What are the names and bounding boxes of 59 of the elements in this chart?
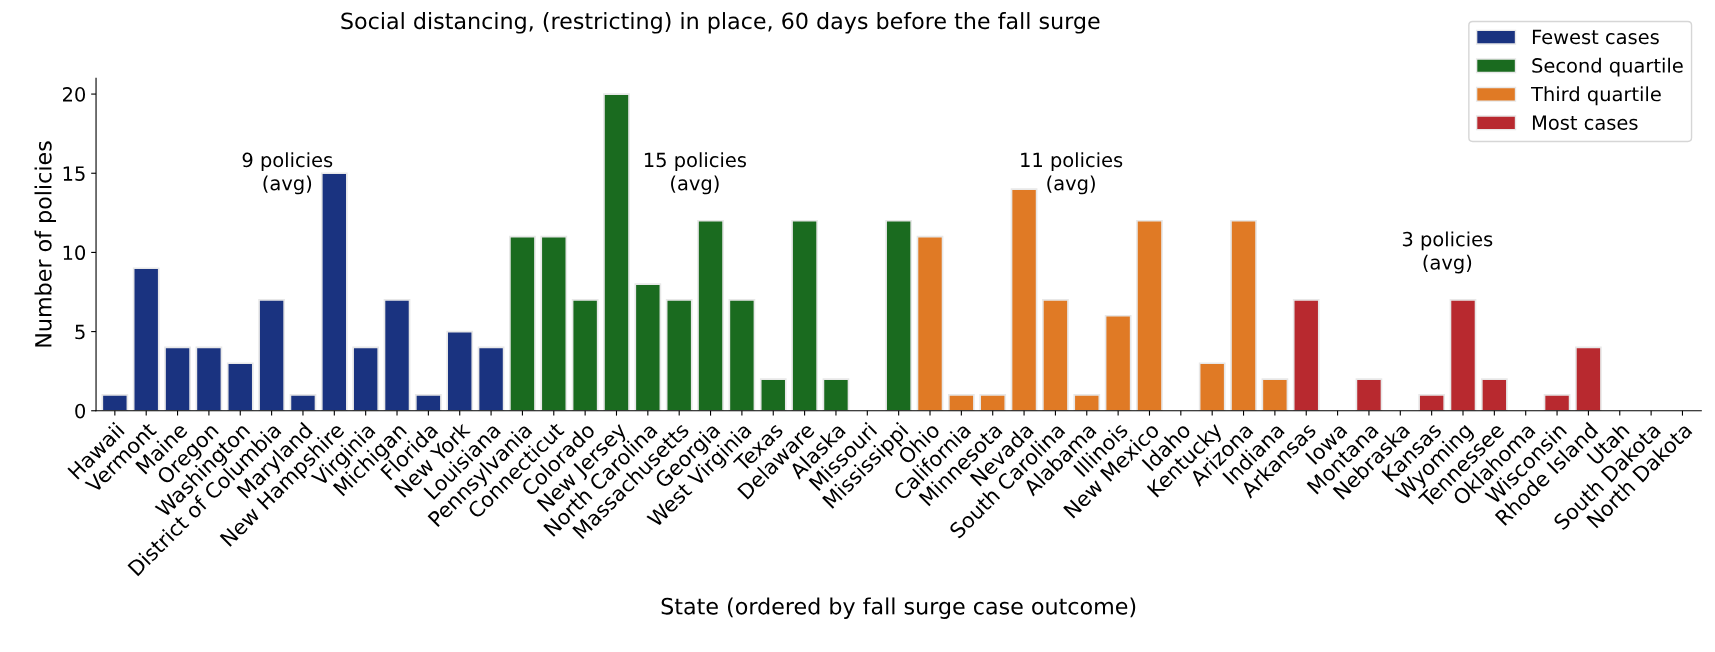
bar: [979, 394, 1007, 411]
bar: [352, 346, 380, 411]
annotation: 3 policies (avg): [1402, 231, 1493, 274]
bar: [603, 93, 630, 411]
bar: [1449, 299, 1477, 411]
bar: [1543, 394, 1571, 411]
y-tick-label: 5: [75, 324, 85, 340]
bar: [320, 172, 348, 411]
bar: [634, 283, 662, 411]
bar: [1355, 378, 1383, 411]
bar: [885, 219, 913, 411]
bar: [1480, 378, 1508, 411]
bar: [258, 299, 285, 411]
bar: [791, 219, 818, 411]
bar: [916, 235, 944, 411]
bar: [1198, 362, 1226, 411]
bar: [383, 299, 411, 411]
chart-title: Social distancing, (restricting) in place, 60 days before the fall surge: [341, 12, 1100, 34]
annotation: 11 policies (avg): [1021, 152, 1123, 195]
y-axis-title: Number of policies: [34, 141, 57, 347]
bar: [1010, 188, 1038, 411]
y-tick-label: 10: [63, 245, 86, 261]
legend-label: Most cases: [1532, 115, 1638, 130]
bar: [132, 267, 160, 411]
bar: [1292, 299, 1320, 411]
legend-label: Third quartile: [1531, 86, 1661, 106]
bar: [226, 362, 254, 411]
bar: [195, 346, 223, 411]
x-axis-title: State (ordered by fall surge case outcome): [661, 597, 1136, 619]
bar: [1230, 219, 1257, 411]
bar: [697, 219, 724, 411]
bar: [822, 378, 850, 411]
bar: [1073, 394, 1101, 411]
legend-label: Fewest cases: [1532, 29, 1659, 45]
bar: [1418, 394, 1446, 411]
bar: [1042, 299, 1069, 411]
bar: [289, 394, 317, 411]
bar: [477, 346, 505, 411]
annotation: 15 policies (avg): [644, 152, 746, 195]
bar: [1575, 346, 1602, 411]
bar: [665, 299, 693, 411]
bar: [164, 346, 191, 411]
bar: [759, 378, 787, 411]
bar: [540, 235, 568, 411]
annotation: 9 policies (avg): [242, 152, 333, 195]
bar: [947, 394, 975, 411]
bar: [509, 235, 536, 411]
bar: [728, 299, 756, 411]
y-tick-label: 20: [63, 87, 86, 102]
bar: [1104, 314, 1132, 411]
bar: [571, 299, 599, 411]
bar: [101, 394, 129, 411]
y-tick-label: 0: [75, 403, 86, 419]
legend-label: Second quartile: [1532, 57, 1683, 77]
bar: [446, 330, 474, 411]
bar: [1136, 219, 1163, 411]
bar: [414, 394, 442, 411]
bar: [1261, 378, 1289, 411]
y-tick-label: 15: [63, 166, 85, 181]
